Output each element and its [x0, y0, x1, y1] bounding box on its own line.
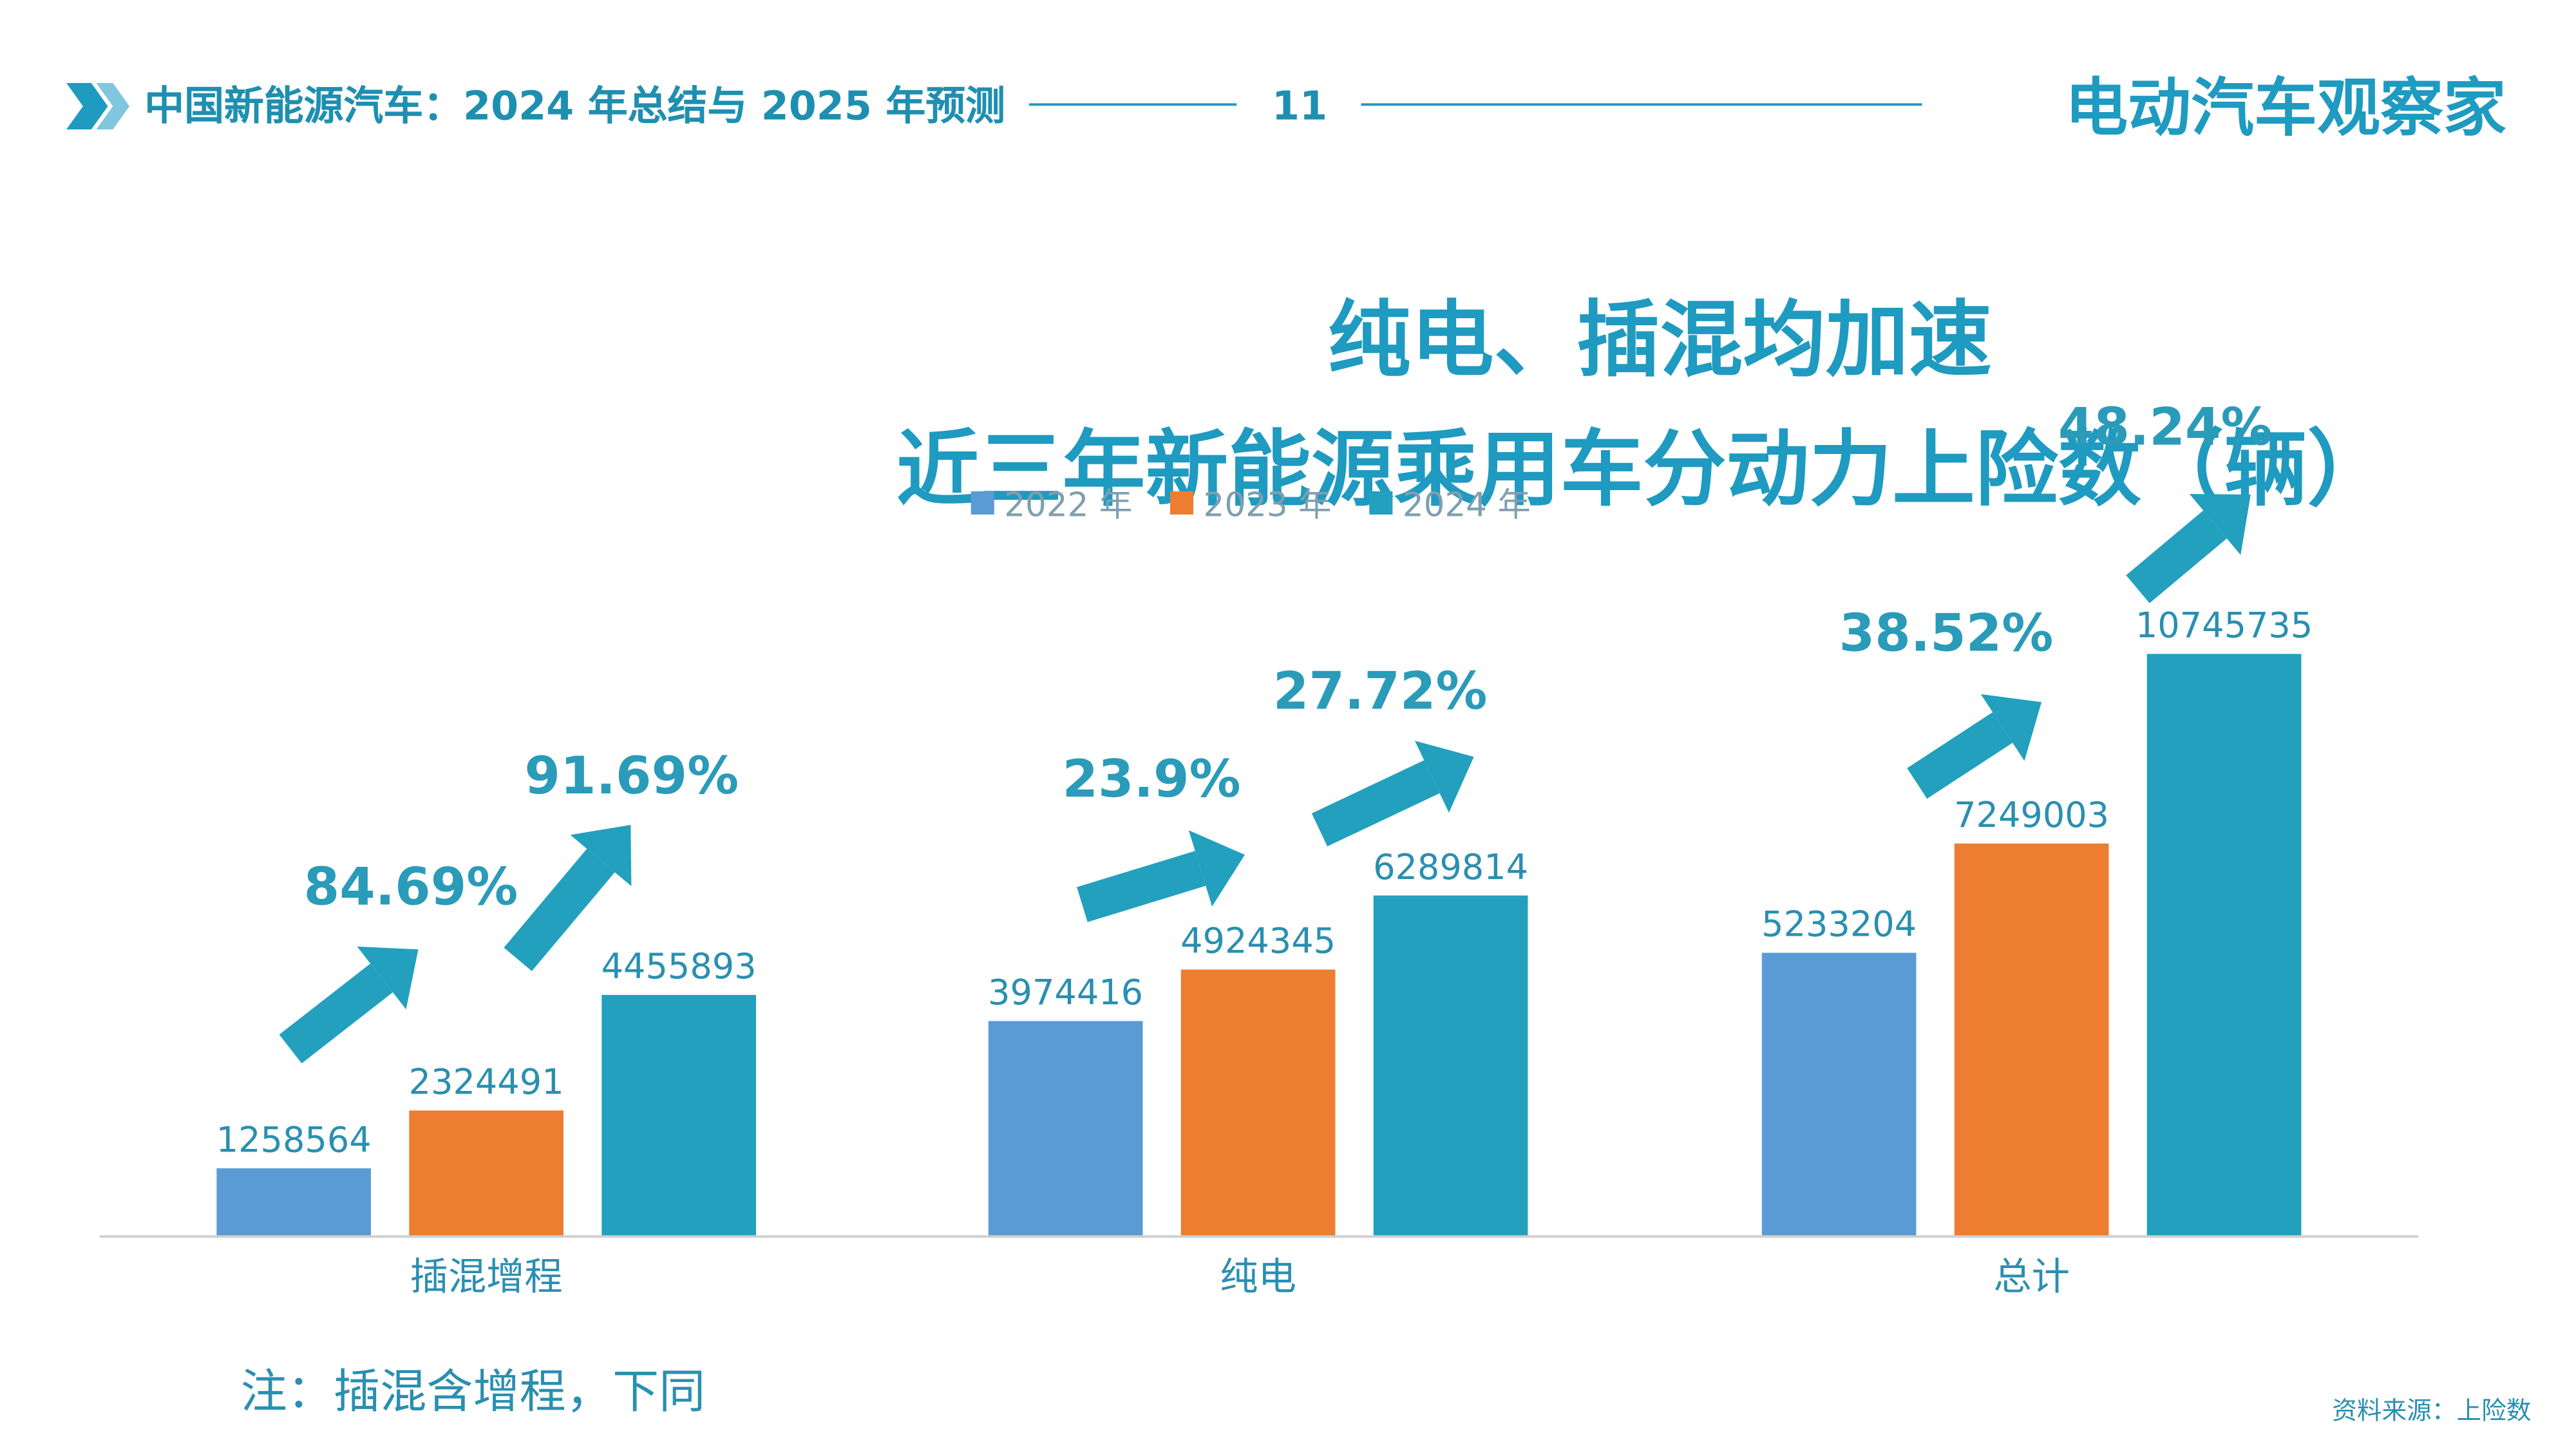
value-label: 10745735 — [2136, 605, 2313, 646]
growth-arrow-shaft — [2126, 510, 2227, 603]
growth-label: 91.69% — [524, 746, 739, 806]
growth-arrow-head — [1188, 830, 1245, 907]
value-label: 3974416 — [988, 972, 1143, 1013]
logo: 电动汽车观察家 — [2065, 71, 2506, 145]
legend-label: 2024 年 — [1403, 486, 1531, 525]
legend-swatch — [971, 491, 994, 515]
value-label: 4455893 — [601, 946, 757, 987]
bar — [2146, 654, 2302, 1237]
growth-arrow-head — [570, 824, 632, 886]
growth-label: 23.9% — [1062, 749, 1240, 809]
value-label: 1258564 — [216, 1119, 372, 1160]
x-tick-label: 总计 — [1993, 1255, 2070, 1299]
bar — [1761, 952, 1917, 1237]
legend-label: 2022 年 — [1004, 486, 1132, 525]
bar — [1180, 969, 1336, 1237]
legend-label: 2023 年 — [1204, 486, 1332, 525]
growth-label: 27.72% — [1273, 661, 1488, 721]
source: 资料来源：上险数 — [2332, 1397, 2531, 1426]
growth-arrow-shaft — [504, 848, 615, 971]
growth-arrow-shaft — [1077, 851, 1206, 922]
value-label: 4924345 — [1180, 921, 1336, 961]
growth-arrow-head — [357, 946, 419, 1010]
growth-label: 84.69% — [304, 857, 518, 917]
bar — [1954, 843, 2109, 1237]
growth-arrow-shaft — [1907, 712, 2013, 799]
header-title: 中国新能源汽车：2024 年总结与 2025 年预测 — [144, 82, 1005, 130]
value-label: 6289814 — [1373, 847, 1528, 887]
bar — [216, 1168, 372, 1237]
growth-arrow-shaft — [1311, 760, 1440, 847]
x-tick-label: 纯电 — [1220, 1255, 1296, 1299]
value-label: 5233204 — [1761, 904, 1917, 945]
legend-swatch — [1170, 491, 1194, 515]
bar — [409, 1110, 564, 1237]
growth-arrow-head — [1980, 694, 2042, 761]
growth-arrow-head — [1414, 741, 1474, 813]
chart-subtitle: 近三年新能源乘用车分动力上险数（辆） — [896, 421, 2390, 518]
bar — [1373, 895, 1528, 1237]
x-tick-label: 插混增程 — [410, 1255, 563, 1299]
growth-label: 48.24% — [2058, 397, 2273, 457]
bar — [988, 1021, 1143, 1237]
chart-title: 纯电、插混均加速 — [1328, 292, 1992, 388]
growth-arrow-shaft — [279, 963, 393, 1064]
legend-swatch — [1369, 491, 1393, 515]
note: 注：插混含增程，下同 — [241, 1365, 706, 1419]
chevron — [66, 82, 108, 130]
value-label: 2324491 — [409, 1062, 564, 1103]
bar — [601, 994, 756, 1237]
value-label: 7249003 — [1954, 795, 2109, 835]
page-number: 11 — [1272, 83, 1327, 129]
growth-arrow-head — [2189, 493, 2251, 555]
growth-label: 38.52% — [1839, 603, 2054, 663]
